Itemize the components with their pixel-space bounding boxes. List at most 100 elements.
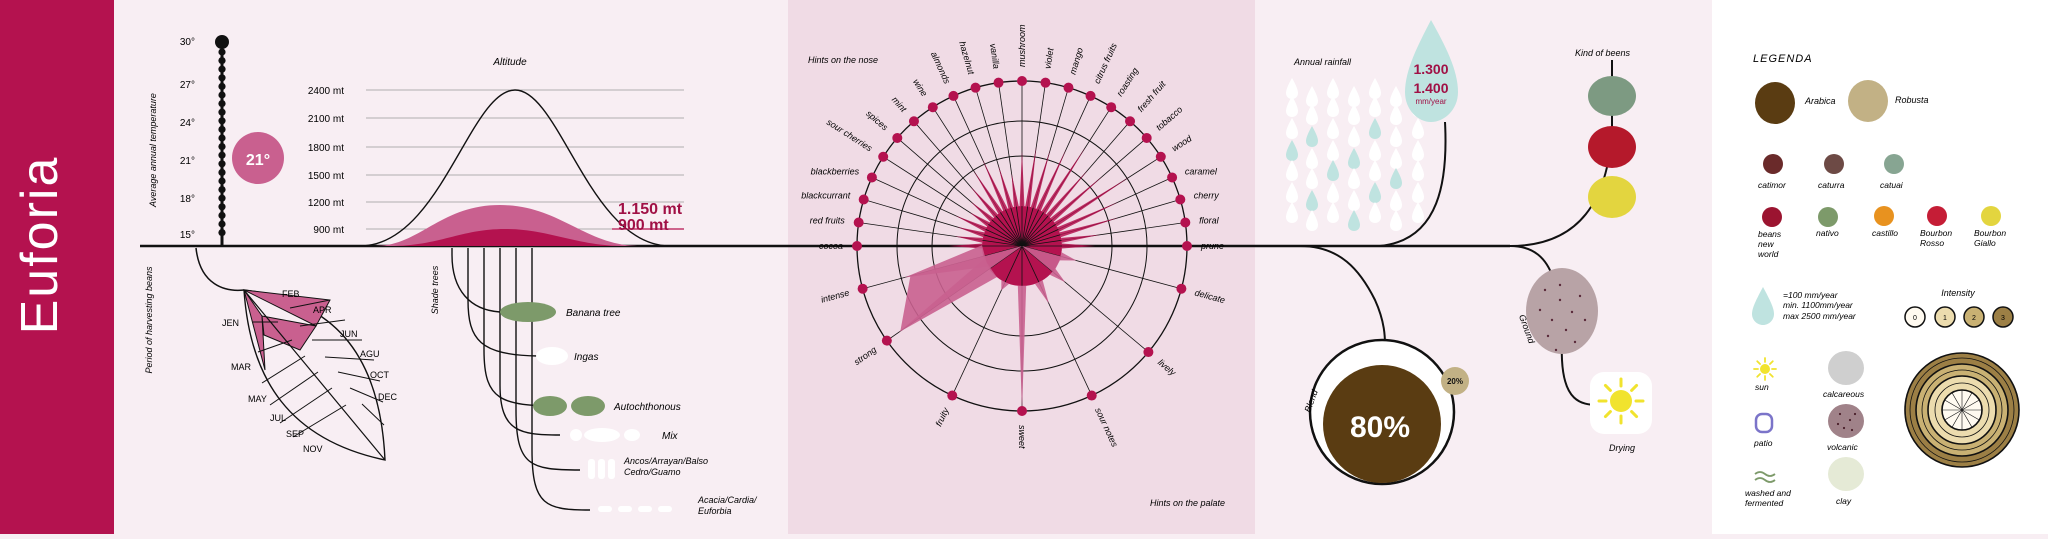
shade-axis-title: Shade trees — [430, 265, 440, 314]
rain-drop — [1348, 210, 1360, 231]
palate-value-wedge — [1017, 285, 1027, 411]
autochthonous-icon-2 — [571, 396, 605, 416]
sun-ray — [1603, 383, 1612, 392]
legend-calcareous-label: calcareous — [1823, 389, 1865, 399]
temp-tick-24: 24° — [180, 118, 195, 129]
bean-type-2 — [1588, 126, 1636, 168]
temperature-section: Average annual temperature 30° 27° 24° 2… — [148, 35, 284, 246]
rain-drop — [1327, 140, 1339, 161]
intensity-center-spoke — [1961, 409, 1973, 428]
aroma-spoke — [897, 137, 1023, 247]
shade-branch-2 — [467, 248, 539, 357]
blend-main-value: 80% — [1350, 411, 1410, 444]
leaf-segment-jen — [243, 289, 266, 371]
temperature-bead — [218, 186, 226, 194]
shade-branch-5 — [515, 248, 581, 471]
nose-value-wedge — [970, 186, 998, 218]
legend-patio-label: patio — [1753, 438, 1773, 448]
sun-ray — [1756, 373, 1761, 378]
nose-dot — [1182, 241, 1192, 251]
aroma-spoke — [998, 82, 1023, 247]
nose-dot — [1125, 116, 1136, 127]
aroma-spoke — [951, 245, 1023, 396]
nose-label: floral — [1199, 216, 1220, 226]
shade-branch-4 — [499, 248, 561, 436]
nose-value-wedge — [970, 201, 994, 222]
month-jun: JUN — [340, 329, 358, 339]
acacia-icon-4 — [658, 506, 672, 512]
nose-value-wedge — [1019, 150, 1025, 207]
rain-drop — [1369, 118, 1381, 139]
temperature-bead — [218, 57, 226, 65]
aroma-spoke — [1021, 245, 1182, 290]
altitude-tick-1200: 1200 mt — [308, 198, 344, 209]
legend-rain-line3: max 2500 mm/year — [1783, 311, 1857, 321]
ground-speckle — [1538, 308, 1542, 312]
nose-value-wedge — [1050, 176, 1103, 222]
rain-drop — [1412, 160, 1424, 181]
month-may: MAY — [248, 394, 267, 404]
temperature-bead — [218, 168, 226, 176]
legend-castillo-label: castillo — [1872, 228, 1898, 238]
harvest-axis-title: Period of harvesting beans — [144, 266, 154, 374]
month-jen: JEN — [222, 318, 239, 328]
nose-dot — [993, 77, 1004, 88]
temperature-bead — [218, 151, 226, 159]
legend-volcanic-swatch — [1828, 404, 1864, 438]
legend-bourbon-giallo-swatch — [1981, 206, 2001, 226]
nose-label: caramel — [1185, 167, 1218, 177]
altitude-range-area — [375, 205, 640, 246]
bean-type-1 — [1588, 76, 1636, 116]
temperature-bead — [218, 160, 226, 168]
rain-drop — [1390, 126, 1402, 147]
ancos-icon-3 — [608, 459, 615, 479]
nose-value-wedge — [955, 236, 983, 243]
legend-title: LEGENDA — [1753, 53, 1813, 65]
blend-secondary-value: 20% — [1447, 377, 1463, 386]
shade-item-ingas: Ingas — [574, 352, 598, 363]
temperature-bead — [218, 108, 226, 116]
altitude-title: Altitude — [492, 57, 527, 68]
rain-drop — [1306, 210, 1318, 231]
acacia-icon-3 — [638, 506, 652, 512]
month-apr: APR — [313, 305, 332, 315]
nose-value-wedge — [948, 243, 983, 249]
ancos-icon-1 — [588, 459, 595, 479]
legend-sun-label: sun — [1755, 382, 1769, 392]
aroma-spoke — [1021, 245, 1149, 353]
legend-beans-new-world-swatch — [1762, 207, 1782, 227]
leaf-vein — [299, 319, 346, 327]
month-dec: DEC — [378, 392, 398, 402]
rain-drop — [1348, 86, 1360, 107]
altitude-value-high: 1.150 mt — [618, 201, 683, 218]
legend-castillo-swatch — [1874, 206, 1894, 226]
temperature-top-bead — [215, 35, 229, 49]
blend-stem — [1299, 245, 1386, 346]
temperature-bead — [218, 48, 226, 56]
blend-main-circle — [1323, 365, 1441, 483]
temperature-bead — [218, 74, 226, 82]
legend-rain-line1: =100 mm/year — [1783, 290, 1839, 300]
temp-tick-18: 18° — [180, 194, 195, 205]
leaf-vein — [279, 387, 333, 424]
rain-drop — [1286, 140, 1298, 161]
temperature-bead — [218, 117, 226, 125]
rain-drop — [1327, 182, 1339, 203]
leaf-veins — [253, 299, 385, 438]
nose-value-wedge — [1061, 243, 1096, 249]
ingas-icon — [536, 347, 568, 365]
temp-tick-21: 21° — [180, 156, 195, 167]
ground-speckle — [1550, 318, 1554, 322]
legend-bourbon-rosso-swatch — [1927, 206, 1947, 226]
aroma-value-shapes — [898, 146, 1131, 411]
intensity-ring-line — [1909, 357, 2015, 463]
intensity-level-2-label: 2 — [1972, 315, 1976, 322]
altitude-tick-1500: 1500 mt — [308, 171, 344, 182]
rain-drop — [1369, 96, 1381, 117]
aroma-spoke — [1021, 245, 1093, 396]
rainfall-title: Annual rainfall — [1293, 57, 1352, 67]
intensity-level-0 — [1904, 306, 1926, 328]
palate-dot — [857, 283, 868, 294]
